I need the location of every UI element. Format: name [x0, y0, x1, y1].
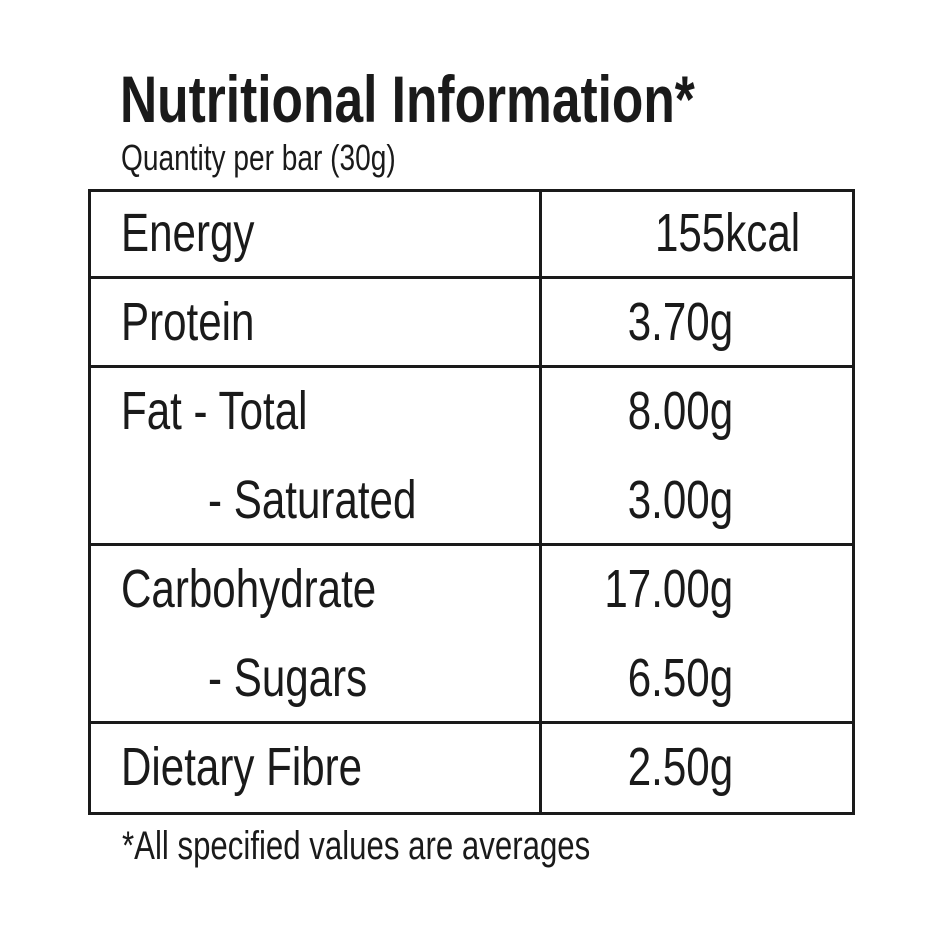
- row-label: Energy: [121, 203, 255, 263]
- row-value: 17.00g: [604, 559, 733, 619]
- row-separator: [88, 276, 855, 279]
- row-value: 3.70g: [627, 292, 733, 352]
- row-separator: [88, 543, 855, 546]
- row-value: 2.50g: [627, 737, 733, 797]
- row-label: Protein: [121, 292, 255, 352]
- row-label: - Sugars: [208, 648, 368, 708]
- row-label: Dietary Fibre: [121, 737, 363, 797]
- row-label: Fat - Total: [121, 381, 308, 441]
- row-label: - Saturated: [208, 470, 417, 530]
- row-value: 155kcal: [654, 203, 800, 263]
- row-separator: [88, 721, 855, 724]
- row-separator: [88, 365, 855, 368]
- subtitle: Quantity per bar (30g): [121, 137, 396, 178]
- footnote: *All specified values are averages: [122, 824, 591, 868]
- column-divider: [539, 189, 542, 812]
- row-value: 8.00g: [627, 381, 733, 441]
- row-label: Carbohydrate: [121, 559, 377, 619]
- row-value: 3.00g: [627, 470, 733, 530]
- table: [88, 189, 855, 815]
- title: Nutritional Information*: [120, 62, 695, 136]
- row-value: 6.50g: [627, 648, 733, 708]
